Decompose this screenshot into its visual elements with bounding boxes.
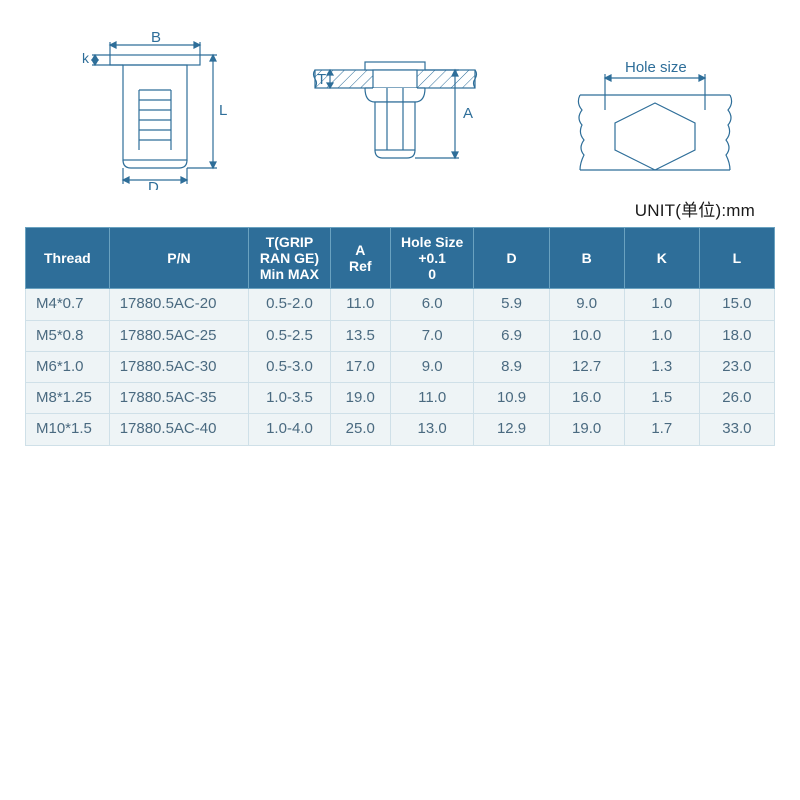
spec-table: Thread P/N T(GRIPRAN GE)Min MAX ARef Hol… xyxy=(25,227,775,446)
dim-label-D: D xyxy=(148,179,159,190)
cell-b: 16.0 xyxy=(549,383,624,414)
cell-t: 0.5-3.0 xyxy=(249,351,331,382)
table-row: M8*1.25 17880.5AC-35 1.0-3.5 19.0 11.0 1… xyxy=(26,383,775,414)
cell-d: 5.9 xyxy=(474,289,549,320)
cell-pn: 17880.5AC-40 xyxy=(109,414,248,445)
cell-a: 25.0 xyxy=(330,414,390,445)
cell-l: 23.0 xyxy=(699,351,774,382)
col-a: ARef xyxy=(330,228,390,289)
table-header-row: Thread P/N T(GRIPRAN GE)Min MAX ARef Hol… xyxy=(26,228,775,289)
cell-t: 0.5-2.5 xyxy=(249,320,331,351)
diagram-side-view: B k L D xyxy=(65,30,235,190)
cell-a: 17.0 xyxy=(330,351,390,382)
cell-thread: M4*0.7 xyxy=(26,289,110,320)
cell-a: 19.0 xyxy=(330,383,390,414)
cell-t: 1.0-4.0 xyxy=(249,414,331,445)
cell-l: 26.0 xyxy=(699,383,774,414)
cell-l: 33.0 xyxy=(699,414,774,445)
cell-d: 8.9 xyxy=(474,351,549,382)
cell-thread: M6*1.0 xyxy=(26,351,110,382)
cell-k: 1.0 xyxy=(624,289,699,320)
cell-t: 0.5-2.0 xyxy=(249,289,331,320)
col-pn: P/N xyxy=(109,228,248,289)
cell-b: 12.7 xyxy=(549,351,624,382)
dim-label-hole-size: Hole size xyxy=(625,59,687,76)
cell-k: 1.3 xyxy=(624,351,699,382)
col-b: B xyxy=(549,228,624,289)
cell-d: 12.9 xyxy=(474,414,549,445)
col-thread: Thread xyxy=(26,228,110,289)
cell-hole: 11.0 xyxy=(390,383,474,414)
cell-hole: 9.0 xyxy=(390,351,474,382)
table-row: M5*0.8 17880.5AC-25 0.5-2.5 13.5 7.0 6.9… xyxy=(26,320,775,351)
col-l: L xyxy=(699,228,774,289)
cell-l: 18.0 xyxy=(699,320,774,351)
cell-a: 11.0 xyxy=(330,289,390,320)
cell-t: 1.0-3.5 xyxy=(249,383,331,414)
table-row: M4*0.7 17880.5AC-20 0.5-2.0 11.0 6.0 5.9… xyxy=(26,289,775,320)
cell-pn: 17880.5AC-25 xyxy=(109,320,248,351)
cell-thread: M10*1.5 xyxy=(26,414,110,445)
cell-k: 1.7 xyxy=(624,414,699,445)
cell-k: 1.5 xyxy=(624,383,699,414)
table-row: M6*1.0 17880.5AC-30 0.5-3.0 17.0 9.0 8.9… xyxy=(26,351,775,382)
cell-a: 13.5 xyxy=(330,320,390,351)
col-t: T(GRIPRAN GE)Min MAX xyxy=(249,228,331,289)
cell-pn: 17880.5AC-30 xyxy=(109,351,248,382)
page: B k L D xyxy=(0,0,800,800)
cell-b: 19.0 xyxy=(549,414,624,445)
cell-pn: 17880.5AC-20 xyxy=(109,289,248,320)
dim-label-L: L xyxy=(219,102,227,119)
cell-b: 9.0 xyxy=(549,289,624,320)
unit-label: UNIT(单位):mm xyxy=(25,190,775,227)
diagram-hole-view: Hole size xyxy=(555,50,755,190)
dim-label-T: T xyxy=(317,71,326,88)
dim-label-B: B xyxy=(151,30,161,46)
col-hole: Hole Size+0.10 xyxy=(390,228,474,289)
dim-label-A: A xyxy=(463,105,473,122)
cell-b: 10.0 xyxy=(549,320,624,351)
cell-d: 6.9 xyxy=(474,320,549,351)
cell-thread: M5*0.8 xyxy=(26,320,110,351)
cell-hole: 7.0 xyxy=(390,320,474,351)
diagram-installed-view: T A xyxy=(295,40,495,190)
cell-pn: 17880.5AC-35 xyxy=(109,383,248,414)
cell-thread: M8*1.25 xyxy=(26,383,110,414)
table-row: M10*1.5 17880.5AC-40 1.0-4.0 25.0 13.0 1… xyxy=(26,414,775,445)
table-body: M4*0.7 17880.5AC-20 0.5-2.0 11.0 6.0 5.9… xyxy=(26,289,775,445)
col-k: K xyxy=(624,228,699,289)
dim-label-k: k xyxy=(82,50,90,66)
cell-hole: 6.0 xyxy=(390,289,474,320)
col-d: D xyxy=(474,228,549,289)
cell-hole: 13.0 xyxy=(390,414,474,445)
cell-k: 1.0 xyxy=(624,320,699,351)
cell-d: 10.9 xyxy=(474,383,549,414)
cell-l: 15.0 xyxy=(699,289,774,320)
diagram-row: B k L D xyxy=(25,20,775,190)
